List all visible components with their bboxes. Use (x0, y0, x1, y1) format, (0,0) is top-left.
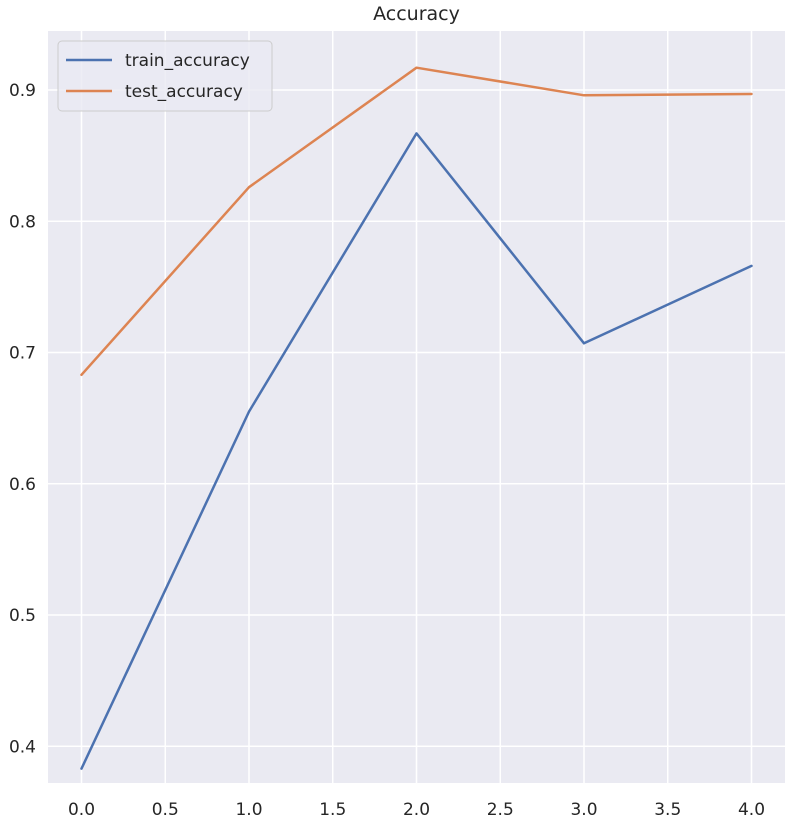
y-tick-label: 0.5 (9, 606, 36, 626)
x-tick-label: 2.0 (403, 800, 430, 820)
y-tick-label: 0.4 (9, 737, 36, 757)
y-tick-label: 0.7 (9, 344, 36, 364)
legend: train_accuracy test_accuracy (57, 40, 273, 112)
chart-title: Accuracy (373, 3, 460, 25)
legend-label-train-accuracy: train_accuracy (125, 51, 250, 71)
series-line-train-accuracy (80, 132, 753, 770)
legend-label-test-accuracy: test_accuracy (125, 82, 243, 102)
y-tick-label: 0.8 (9, 212, 36, 232)
x-tick-label: 1.5 (319, 800, 346, 820)
series-lines (80, 66, 753, 770)
grid-lines (48, 31, 785, 783)
x-tick-label: 4.0 (738, 800, 765, 820)
y-tick-label: 0.9 (9, 81, 36, 101)
x-tick-label: 0.0 (68, 800, 95, 820)
legend-box (57, 40, 273, 112)
x-tick-label: 1.0 (235, 800, 262, 820)
series-line-test-accuracy (80, 66, 753, 377)
x-tick-label: 3.0 (570, 800, 597, 820)
y-tick-label: 0.6 (9, 475, 36, 495)
x-tick-label: 2.5 (487, 800, 514, 820)
x-tick-label: 3.5 (654, 800, 681, 820)
tick-labels: 0.0 0.5 1.0 1.5 2.0 2.5 3.0 3.5 4.0 0.4 0.5 0.6 0.7 0… (9, 81, 765, 820)
x-tick-label: 0.5 (152, 800, 179, 820)
